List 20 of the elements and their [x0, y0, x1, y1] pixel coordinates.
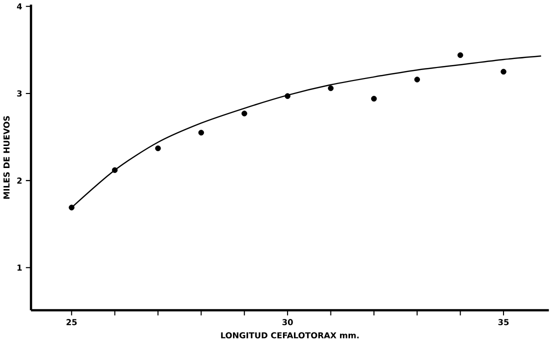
point [284, 93, 290, 100]
point [500, 68, 506, 75]
x-tick-label: 35 [498, 319, 509, 326]
point [457, 52, 464, 58]
point [414, 76, 420, 82]
point [371, 96, 377, 102]
x-axis-title: LONGITUD CEFALOTORAX mm. [221, 332, 359, 338]
y-axis-title: MILES DE HUEVOS [3, 116, 10, 199]
point [242, 110, 248, 116]
point [328, 85, 334, 92]
y-tick-label: 3 [17, 90, 22, 97]
point [68, 204, 74, 210]
y-tick-label: 2 [17, 178, 22, 184]
x-tick-label: 25 [66, 319, 77, 326]
point [198, 130, 204, 136]
x-tick-label: 30 [282, 319, 293, 326]
point [112, 167, 118, 174]
y-tick-label: 1 [18, 264, 22, 271]
y-tick-label: 4 [16, 3, 22, 10]
point [155, 146, 161, 152]
